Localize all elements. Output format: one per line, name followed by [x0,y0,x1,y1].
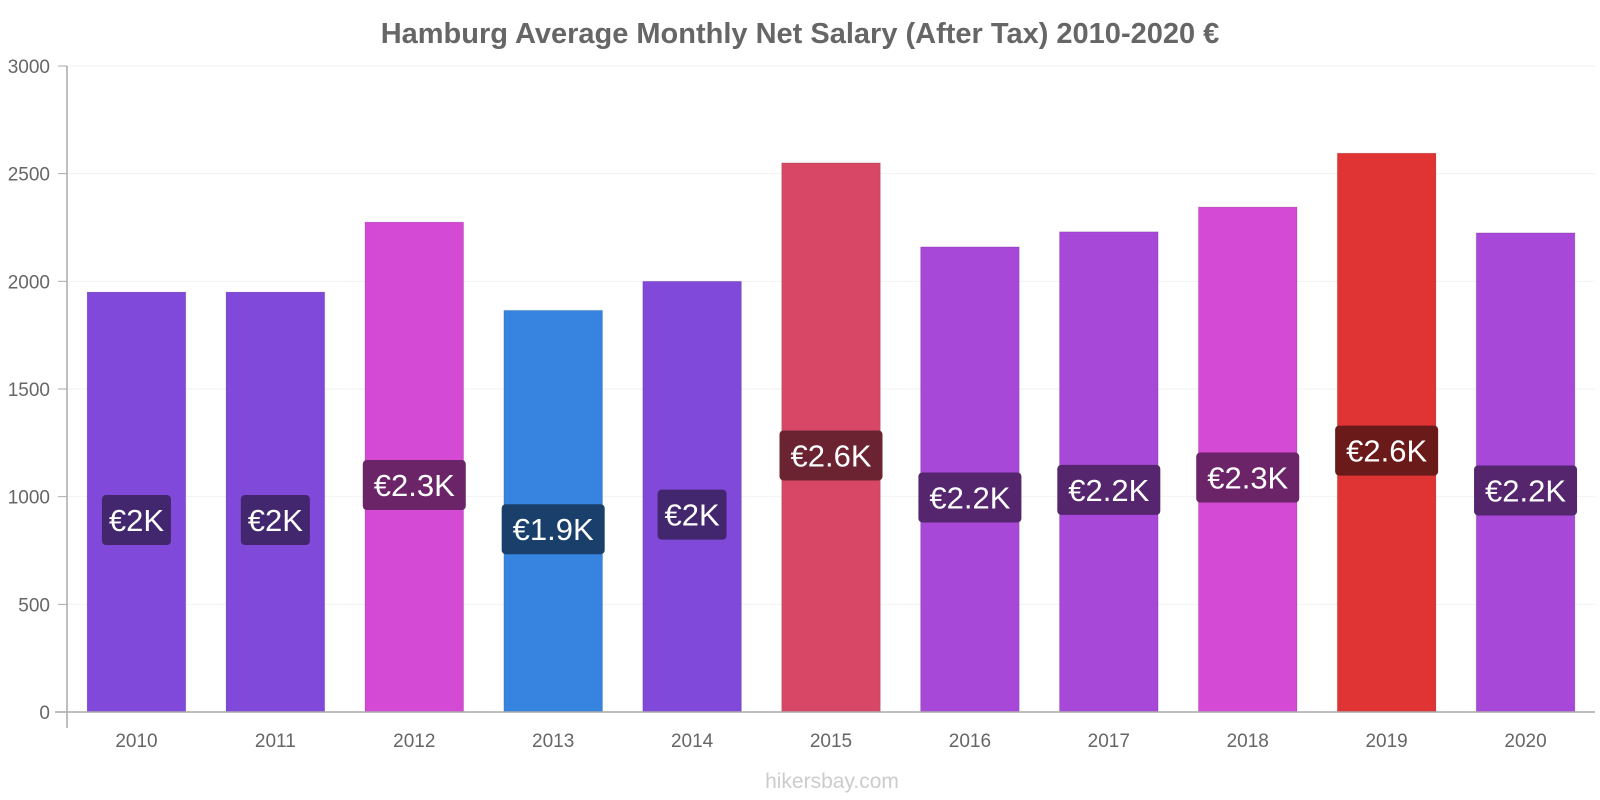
value-label-text: €2.3K [374,468,455,503]
y-tick-label: 2000 [8,272,50,293]
value-label-2017: €2.2K [1057,464,1161,515]
y-tick-label: 2500 [8,165,50,186]
value-label-2014: €2K [657,489,727,540]
y-tick-label: 1000 [8,488,50,509]
value-label-2012: €2.3K [362,460,466,511]
y-tick-label: 0 [39,703,50,724]
value-label-box [779,430,883,481]
value-label-text: €2.2K [1068,473,1149,508]
y-tick-label: 1500 [8,380,50,401]
value-label-2020: €2.2K [1474,465,1578,516]
value-label-box [362,460,466,511]
x-tick-label: 2014 [671,731,714,752]
value-label-text: €2.6K [1346,434,1427,469]
value-label-text: €2K [248,503,303,538]
x-tick-label: 2012 [393,731,435,752]
y-tick-label: 3000 [8,57,50,78]
value-label-box [240,495,310,546]
chart-title: Hamburg Average Monthly Net Salary (Afte… [381,18,1220,50]
x-tick-label: 2019 [1365,731,1407,752]
value-label-box [101,495,171,546]
x-tick-label: 2013 [532,731,574,752]
value-label-box [1335,425,1439,476]
value-label-2019: €2.6K [1335,425,1439,476]
x-axis-ticks: 2010 2011 2012 2013 2014 2015 2016 2017 2018 2019… [115,731,1546,752]
x-tick-label: 2010 [115,731,157,752]
value-label-2015: €2.6K [779,430,883,481]
value-label-text: €2.6K [790,438,871,473]
value-label-box [501,504,605,555]
credit-text: hikersbay.com [765,770,899,793]
value-label-box [918,472,1022,523]
value-label-text: €2.3K [1207,461,1288,496]
value-label-2011: €2K [240,495,310,546]
value-label-text: €1.9K [513,512,594,547]
value-label-text: €2K [109,503,164,538]
value-label-box [1196,452,1300,503]
x-tick-label: 2020 [1504,731,1546,752]
value-label-text: €2.2K [929,480,1010,515]
value-label-2016: €2.2K [918,472,1022,523]
value-label-text: €2K [665,498,720,533]
value-label-2013: €1.9K [501,504,605,555]
value-label-box [1474,465,1578,516]
value-label-2018: €2.3K [1196,452,1300,503]
value-labels: €2K €2K €2.3K €1.9K €2K €2.6K €2.2K €2.2K €2.3K €… [101,425,1578,555]
value-label-2010: €2K [101,495,171,546]
value-label-box [657,489,727,540]
value-label-text: €2.2K [1485,473,1566,508]
x-tick-label: 2018 [1227,731,1269,752]
x-tick-label: 2016 [949,731,991,752]
x-tick-label: 2011 [255,731,296,752]
y-axis-ticks: 0 500 1000 1500 2000 2500 3000 [8,57,67,724]
x-tick-label: 2017 [1088,731,1130,752]
y-tick-label: 500 [18,595,50,616]
value-label-box [1057,464,1161,515]
x-tick-label: 2015 [810,731,852,752]
